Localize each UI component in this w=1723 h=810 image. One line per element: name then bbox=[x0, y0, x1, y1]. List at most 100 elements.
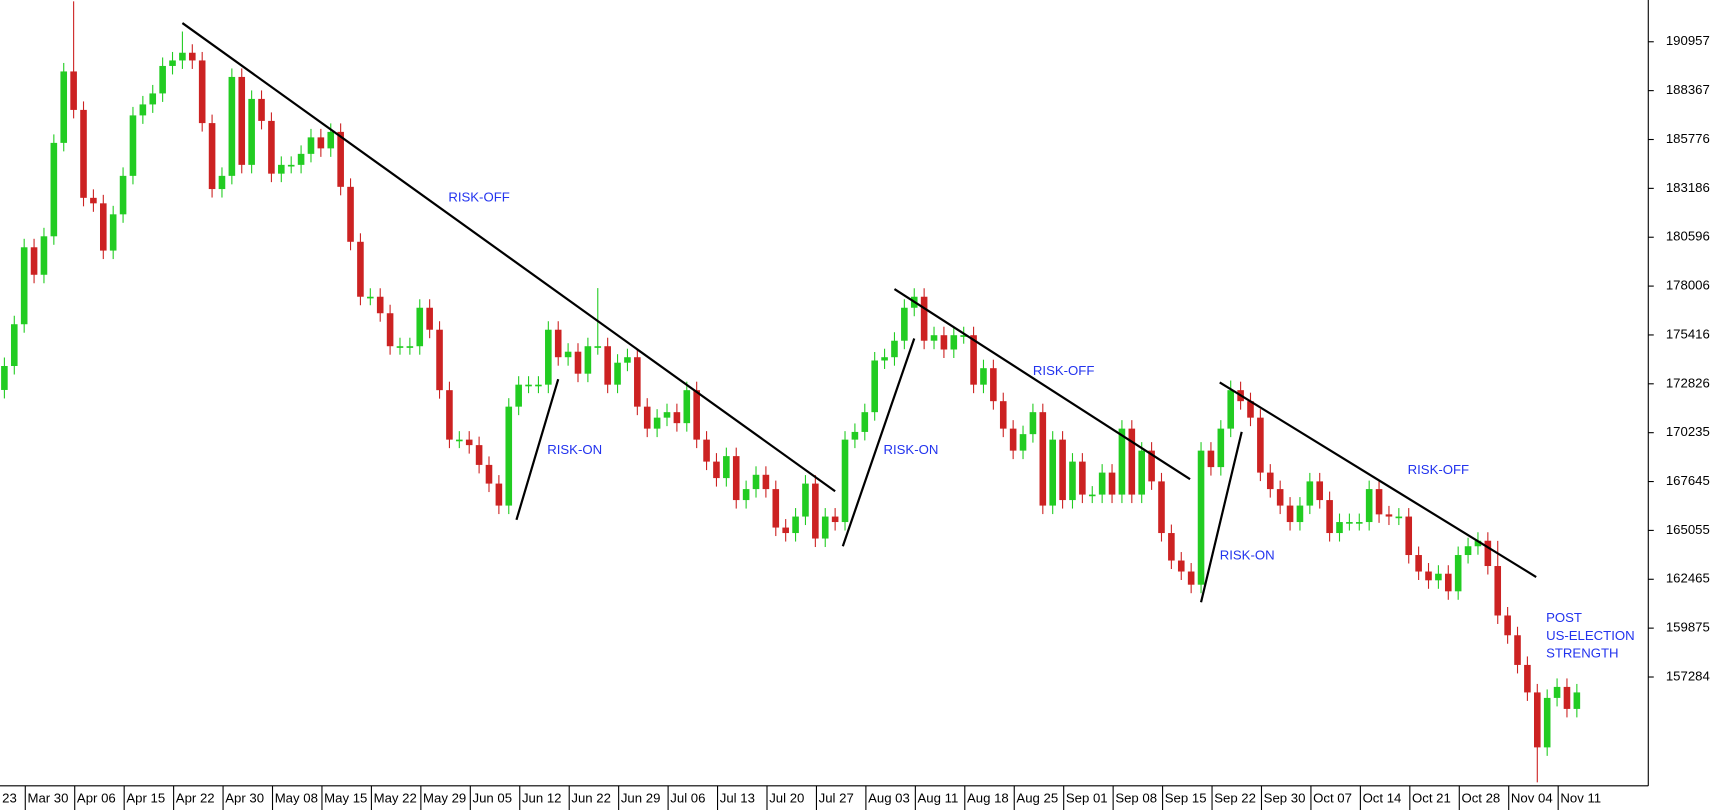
candle-body bbox=[535, 384, 542, 387]
candle-body bbox=[950, 335, 958, 350]
candle-body bbox=[1365, 489, 1373, 523]
candle-body bbox=[109, 214, 117, 251]
candle-body bbox=[1425, 571, 1432, 581]
x-tick-label: Nov 11 bbox=[1560, 790, 1601, 805]
x-tick-label: May 29 bbox=[423, 790, 466, 805]
trend-line bbox=[1219, 381, 1537, 578]
candle-body bbox=[643, 406, 651, 429]
candle-body bbox=[762, 474, 770, 490]
candle-body bbox=[554, 329, 562, 358]
candle-body bbox=[1029, 412, 1037, 435]
candle-body bbox=[584, 346, 592, 374]
candle-body bbox=[1533, 692, 1541, 748]
x-tick-label: Oct 14 bbox=[1363, 790, 1402, 805]
x-tick-label: May 08 bbox=[275, 790, 318, 805]
candle-body bbox=[930, 335, 938, 341]
candle-body bbox=[1, 365, 8, 390]
candle-body bbox=[1346, 522, 1353, 524]
annotation: POST bbox=[1546, 610, 1582, 625]
x-tick-label: Jun 12 bbox=[522, 790, 562, 805]
y-tick-label: 190957 bbox=[1666, 33, 1710, 48]
candle-body bbox=[1286, 505, 1294, 523]
candle-body bbox=[1128, 428, 1136, 495]
x-tick-label: Aug 25 bbox=[1016, 790, 1058, 805]
x-tick-label: 23 bbox=[2, 790, 17, 805]
x-tick-label: May 15 bbox=[324, 790, 367, 805]
x-tick-label: May 22 bbox=[374, 790, 417, 805]
candle-body bbox=[1494, 566, 1502, 616]
candle-body bbox=[772, 489, 780, 528]
candle-body bbox=[812, 483, 819, 539]
candle-body bbox=[307, 137, 315, 154]
candle-body bbox=[60, 71, 68, 143]
candle-body bbox=[999, 401, 1007, 429]
candle-body bbox=[1405, 516, 1413, 556]
candle-body bbox=[1148, 450, 1155, 482]
candle-body bbox=[446, 390, 453, 440]
candle-body bbox=[1276, 489, 1284, 506]
candle-body bbox=[1385, 514, 1393, 517]
y-tick-label: 165055 bbox=[1666, 522, 1710, 537]
candle-body bbox=[317, 137, 325, 149]
trend-line bbox=[515, 378, 560, 521]
candle-body bbox=[99, 203, 107, 251]
candle-body bbox=[347, 186, 354, 242]
x-tick-label: Jul 27 bbox=[819, 790, 854, 805]
candle-body bbox=[287, 164, 295, 167]
y-tick-label: 175416 bbox=[1666, 326, 1710, 341]
candle-body bbox=[1524, 664, 1531, 693]
candle-body bbox=[634, 357, 641, 407]
candle-body bbox=[1553, 686, 1561, 698]
candle-body bbox=[149, 93, 157, 105]
candle-body bbox=[495, 483, 503, 506]
annotation: STRENGTH bbox=[1546, 645, 1618, 660]
candle-body bbox=[693, 390, 700, 440]
candle-body bbox=[1168, 533, 1175, 561]
x-tick-label: Jun 22 bbox=[571, 790, 611, 805]
candle-body bbox=[406, 346, 414, 348]
candle-body bbox=[20, 247, 28, 325]
candles bbox=[1, 1, 1581, 783]
candle-body bbox=[1296, 505, 1304, 523]
candle-body bbox=[386, 313, 394, 347]
annotation: RISK-OFF bbox=[448, 189, 509, 204]
candle-body bbox=[594, 346, 602, 348]
candle-body bbox=[189, 52, 196, 61]
candle-body bbox=[782, 527, 789, 534]
candle-body bbox=[841, 439, 849, 523]
candle-body bbox=[831, 516, 839, 523]
x-tick-label: Apr 06 bbox=[77, 790, 116, 805]
candle-body bbox=[70, 71, 77, 110]
candle-body bbox=[673, 412, 681, 424]
candle-body bbox=[327, 131, 335, 149]
candle-body bbox=[752, 474, 760, 490]
y-tick-label: 157284 bbox=[1666, 668, 1710, 683]
candle-body bbox=[40, 236, 48, 275]
candle-body bbox=[920, 296, 928, 341]
x-tick-label: Sep 30 bbox=[1264, 790, 1306, 805]
x-tick-label: Nov 04 bbox=[1511, 790, 1553, 805]
candle-body bbox=[564, 351, 572, 358]
candle-body bbox=[960, 335, 967, 337]
candle-body bbox=[129, 115, 137, 176]
candle-body bbox=[465, 439, 473, 446]
candle-body bbox=[802, 483, 809, 517]
candle-body bbox=[703, 439, 710, 462]
trend-line bbox=[893, 288, 1191, 481]
candle-body bbox=[139, 104, 147, 116]
candle-body bbox=[1326, 500, 1333, 534]
candle-body bbox=[1435, 573, 1442, 581]
x-tick-label: Oct 28 bbox=[1461, 790, 1500, 805]
candle-body bbox=[683, 390, 691, 424]
x-tick-label: Mar 30 bbox=[27, 790, 68, 805]
y-tick-label: 185776 bbox=[1666, 131, 1710, 146]
annotation: RISK-ON bbox=[883, 442, 938, 457]
candle-body bbox=[376, 296, 384, 314]
candle-body bbox=[1484, 540, 1492, 567]
candle-body bbox=[1543, 697, 1551, 748]
candle-body bbox=[1454, 555, 1462, 592]
candle-body bbox=[416, 307, 424, 347]
candle-body bbox=[1336, 522, 1343, 534]
candle-body bbox=[515, 384, 522, 407]
